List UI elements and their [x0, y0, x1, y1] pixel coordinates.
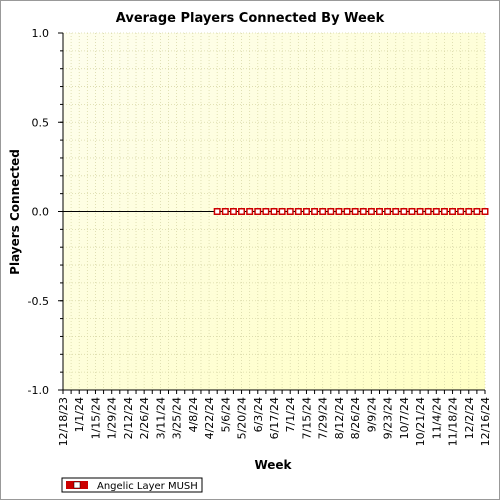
series-marker-inner [418, 209, 423, 214]
x-tick-label: 4/8/24 [187, 397, 200, 432]
series-marker-inner [312, 209, 317, 214]
plot-area: 1.0 0.5 0.0 -0.5 -1.0 12/18/23 1/1/24 1/15/24 1/… [28, 27, 492, 446]
series-marker-inner [361, 209, 366, 214]
legend-label: Angelic Layer MUSH [97, 481, 198, 492]
x-tick-label: 10/7/24 [398, 397, 411, 439]
x-tick-label: 9/9/24 [365, 397, 378, 432]
series-marker-inner [393, 209, 398, 214]
legend-marker [73, 481, 81, 489]
series-marker-inner [263, 209, 268, 214]
series-marker-inner [328, 209, 333, 214]
x-tick-label: 12/16/24 [479, 397, 492, 446]
x-tick-label: 4/22/24 [203, 397, 216, 439]
series-marker-inner [466, 209, 471, 214]
series-marker-inner [296, 209, 301, 214]
x-tick-label: 1/1/24 [73, 397, 86, 432]
series-marker-inner [223, 209, 228, 214]
series-marker-inner [369, 209, 374, 214]
x-tick-label: 9/23/24 [382, 397, 395, 439]
x-tick-label: 8/12/24 [333, 397, 346, 439]
x-tick-label: 10/21/24 [414, 397, 427, 446]
series-marker-inner [426, 209, 431, 214]
series-marker-inner [288, 209, 293, 214]
x-tick-label: 11/18/24 [447, 397, 460, 446]
series-marker-inner [272, 209, 276, 214]
x-tick-label: 2/26/24 [138, 397, 151, 439]
y-tick-label: 0.0 [32, 206, 50, 219]
x-tick-label: 8/26/24 [349, 397, 362, 439]
y-tick-label: 0.5 [32, 116, 50, 129]
x-tick-label: 3/25/24 [171, 397, 184, 439]
series-marker-inner [304, 209, 309, 214]
series-marker-inner [442, 209, 447, 214]
x-tick-label: 6/17/24 [268, 397, 281, 439]
series-marker-inner [377, 209, 382, 214]
series-marker-inner [247, 209, 252, 214]
x-tick-label: 7/29/24 [317, 397, 330, 439]
x-tick-label: 2/12/24 [122, 397, 135, 439]
series-marker-inner [231, 209, 236, 214]
series-marker-inner [239, 209, 244, 214]
series-marker-inner [385, 209, 390, 214]
legend-box [61, 477, 203, 493]
x-tick-label: 12/2/24 [463, 397, 476, 439]
series-marker-inner [215, 209, 220, 214]
y-tick-label: -0.5 [28, 295, 49, 308]
series-marker-inner [320, 209, 325, 214]
x-tick-label: 1/15/24 [89, 397, 102, 439]
x-tick-label: 7/1/24 [284, 397, 297, 432]
series-marker-inner [409, 209, 414, 214]
x-tick-label: 5/20/24 [236, 397, 249, 439]
series-marker-inner [336, 209, 341, 214]
chart-title: Average Players Connected By Week [116, 11, 385, 26]
x-tick-label: 1/29/24 [106, 397, 119, 439]
series-marker-inner [434, 209, 439, 214]
x-tick-label: 5/6/24 [219, 397, 232, 432]
y-tick-label: 1.0 [32, 27, 50, 40]
x-tick-label: 3/11/24 [154, 397, 167, 439]
series-marker-inner [401, 209, 406, 214]
y-tick-label: -1.0 [28, 384, 49, 397]
x-tick-label: 7/15/24 [300, 397, 313, 439]
series-marker-inner [345, 209, 350, 214]
series-marker-inner [483, 209, 487, 214]
series-marker-inner [255, 209, 260, 214]
x-tick-label: 11/4/24 [430, 397, 443, 439]
series-marker-inner [353, 209, 358, 214]
y-axis-title: Players Connected [8, 149, 22, 275]
series-marker-inner [474, 209, 479, 214]
x-axis-title: Week [254, 458, 292, 472]
series-marker-inner [280, 209, 285, 214]
series-marker-inner [450, 209, 455, 214]
x-tick-label: 6/3/24 [252, 397, 265, 432]
legend: Angelic Layer MUSH [61, 477, 203, 493]
x-tick-label: 12/18/23 [57, 397, 70, 446]
series-marker-inner [458, 209, 463, 214]
